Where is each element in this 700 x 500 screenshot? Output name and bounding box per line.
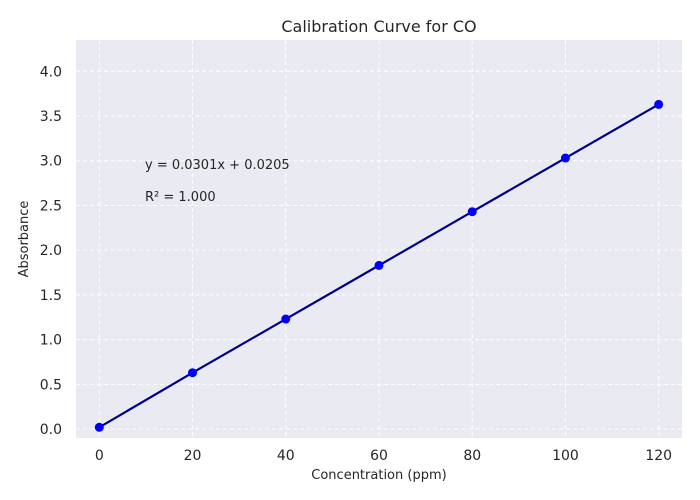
data-point	[94, 422, 104, 432]
x-tick-label: 40	[277, 448, 295, 464]
y-tick-label: 3.0	[40, 154, 62, 170]
series-layer	[94, 99, 664, 432]
y-tick-label: 4.0	[40, 64, 62, 80]
y-tick-label: 2.5	[40, 198, 62, 214]
data-point	[467, 207, 477, 217]
x-tick-label: 0	[95, 448, 104, 464]
y-tick-label: 1.0	[40, 333, 62, 349]
x-tick-label: 20	[184, 448, 202, 464]
data-point	[188, 368, 198, 378]
data-point	[281, 314, 291, 324]
y-tick-label: 1.5	[40, 288, 62, 304]
y-tick-labels: 0.0 0.5 1.0 1.5 2.0 2.5 3.0 3.5 4.0	[40, 64, 62, 438]
y-axis-label: Absorbance	[17, 201, 32, 278]
data-point	[560, 153, 570, 163]
x-tick-labels: 0 20 40 60 80 100 120	[95, 448, 672, 464]
r-squared-annotation: R² = 1.000	[145, 190, 216, 205]
y-tick-label: 0.0	[40, 422, 62, 438]
y-tick-label: 3.5	[40, 109, 62, 125]
x-tick-label: 120	[645, 448, 672, 464]
grid-lines	[76, 40, 682, 438]
x-tick-label: 100	[552, 448, 579, 464]
data-point	[374, 260, 384, 270]
data-point	[654, 99, 664, 109]
equation-annotation: y = 0.0301x + 0.0205	[145, 158, 290, 173]
y-tick-label: 0.5	[40, 377, 62, 393]
chart-title: Calibration Curve for CO	[281, 17, 476, 36]
x-tick-label: 80	[463, 448, 481, 464]
x-axis-label: Concentration (ppm)	[311, 468, 446, 483]
y-tick-label: 2.0	[40, 243, 62, 259]
x-tick-label: 60	[370, 448, 388, 464]
